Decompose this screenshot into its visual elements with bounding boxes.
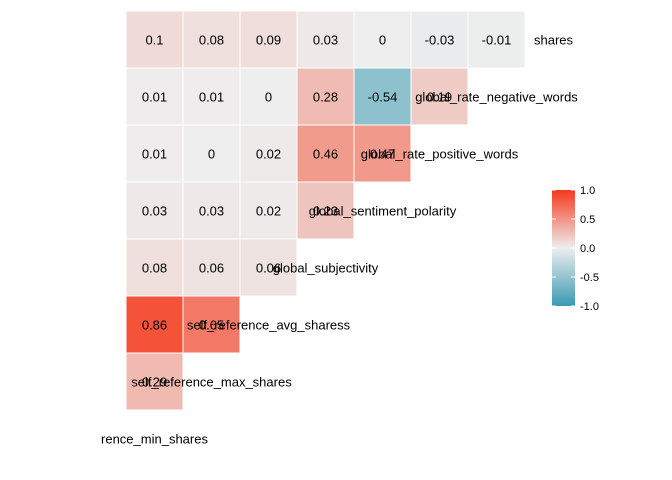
variable-label: global_rate_negative_words (415, 90, 578, 105)
variable-label: self_reference_avg_sharess (187, 318, 351, 333)
cell-value-label: 0.28 (313, 90, 338, 105)
heatmap-cell (125, 10, 184, 69)
cell-value-label: 0.01 (199, 90, 224, 105)
legend-tick-label: 0.0 (580, 243, 595, 255)
heatmap-cell (125, 67, 184, 126)
variable-label: self_reference_max_shares (131, 375, 292, 390)
color-legend: 1.0 0.5 0.0 -0.5 -1.0 (552, 185, 599, 313)
cell-value-label: 0.19 (427, 90, 452, 105)
cell-value-label: 0.02 (256, 204, 281, 219)
heatmap-cell (410, 10, 469, 69)
cell-value-labels: 0.29 0.86 0.65 0.08 0.06 0.06 0.03 0.03 0.02 0.23… (142, 33, 511, 390)
cell-value-label: 0.65 (199, 318, 224, 333)
cell-value-label: 0.01 (142, 90, 167, 105)
cell-value-label: 0 (379, 33, 386, 48)
legend-tick-label: -1.0 (580, 301, 599, 313)
cell-value-label: 0.08 (142, 261, 167, 276)
heatmap-cell (125, 181, 184, 240)
heatmap-cell (182, 124, 241, 183)
heatmap-cell (353, 67, 412, 126)
cell-value-label: -0.03 (425, 33, 455, 48)
cell-value-label: 0.47 (370, 147, 395, 162)
heatmap-cell (239, 67, 298, 126)
cell-value-label: 0.06 (199, 261, 224, 276)
cell-value-label: 0 (265, 90, 272, 105)
heatmap-cell (467, 10, 526, 69)
cell-value-label: -0.54 (368, 90, 398, 105)
legend-colorbar (552, 190, 575, 306)
legend-tick-label: 1.0 (580, 185, 595, 197)
cell-value-label: 0.01 (142, 147, 167, 162)
heatmap-cell (239, 124, 298, 183)
cell-value-label: 0.86 (142, 318, 167, 333)
variable-label: global_sentiment_polarity (309, 204, 457, 219)
cell-value-label: 0 (208, 147, 215, 162)
cell-value-label: 0.08 (199, 33, 224, 48)
cell-value-label: 0.06 (256, 261, 281, 276)
heatmap-cell (125, 352, 184, 411)
heatmap-cell (296, 10, 355, 69)
legend-tick-label: -0.5 (580, 272, 599, 284)
heatmap-cell (353, 124, 412, 183)
legend-tick-label: 0.5 (580, 214, 595, 226)
heatmap-cell (239, 181, 298, 240)
cell-value-label: 0.29 (142, 375, 167, 390)
variable-labels: rence_min_shares self_reference_max_share… (101, 33, 578, 447)
heatmap-cell (296, 67, 355, 126)
heatmap-cell (296, 181, 355, 240)
heatmap-cell (182, 67, 241, 126)
heatmap-cells (125, 10, 526, 411)
cell-value-label: 0.02 (256, 147, 281, 162)
cell-value-label: -0.01 (482, 33, 512, 48)
cell-value-label: 0.1 (145, 33, 163, 48)
legend-ticks: 1.0 0.5 0.0 -0.5 -1.0 (552, 185, 599, 313)
cell-value-label: 0.03 (199, 204, 224, 219)
variable-label: shares (534, 33, 574, 48)
cell-value-label: 0.09 (256, 33, 281, 48)
variable-label: global_rate_positive_words (361, 147, 519, 162)
variable-label: rence_min_shares (101, 432, 208, 447)
heatmap-cell (182, 181, 241, 240)
cell-value-label: 0.03 (142, 204, 167, 219)
cell-value-label: 0.03 (313, 33, 338, 48)
heatmap-cell (182, 10, 241, 69)
heatmap-cell (239, 238, 298, 297)
variable-label: global_subjectivity (273, 261, 379, 276)
cell-value-label: 0.46 (313, 147, 338, 162)
heatmap-cell (182, 238, 241, 297)
heatmap-cell (410, 67, 469, 126)
cell-value-label: 0.23 (313, 204, 338, 219)
heatmap-cell (125, 295, 184, 354)
